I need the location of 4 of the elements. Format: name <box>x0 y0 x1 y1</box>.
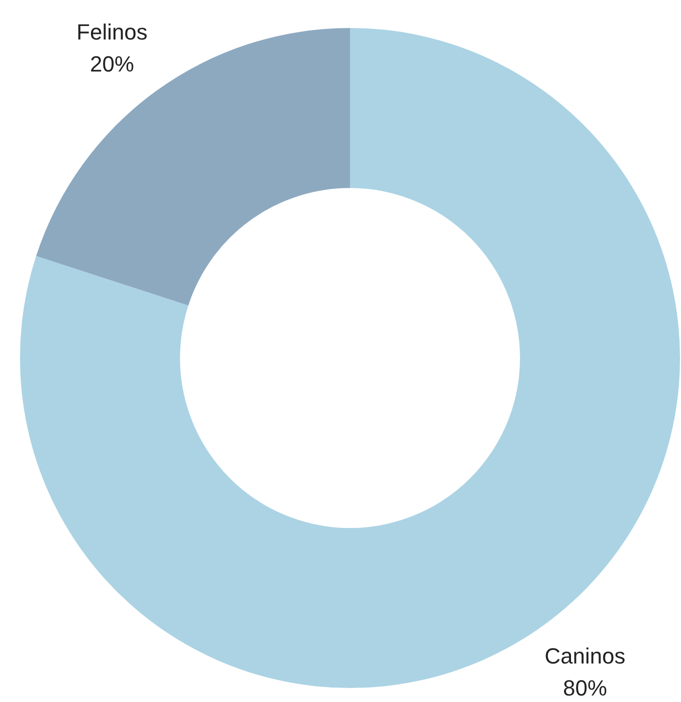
slice-label: Caninos <box>544 644 626 668</box>
slice-label: Felinos <box>76 20 148 44</box>
data-label: 80% <box>562 676 608 700</box>
data-label: 20% <box>90 52 134 76</box>
